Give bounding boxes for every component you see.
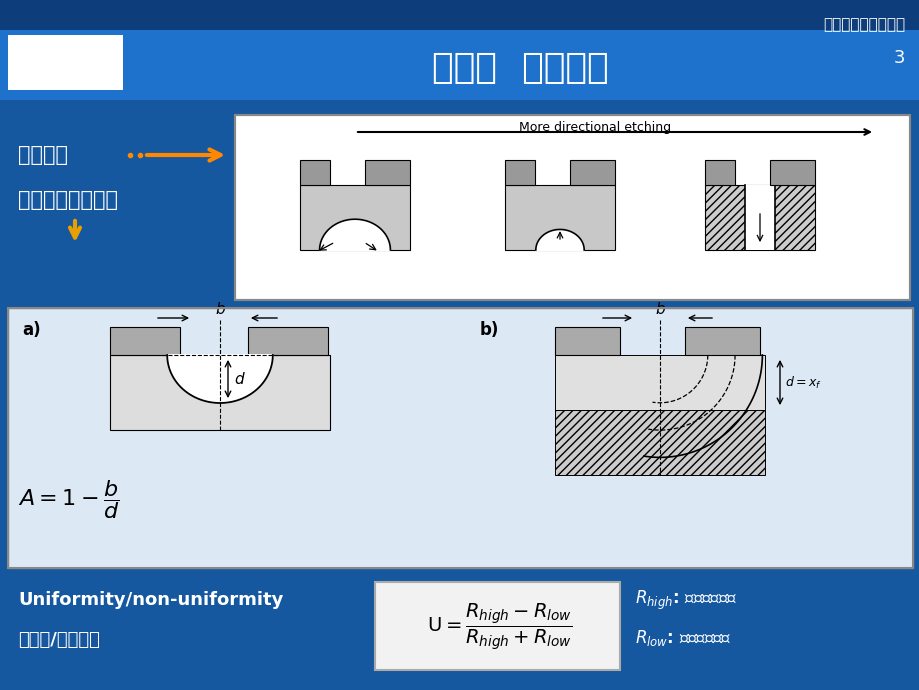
Bar	[300, 160, 330, 185]
Bar	[0, 0, 919, 30]
Bar	[685, 327, 759, 355]
Bar	[8, 35, 123, 90]
Text: $R_{high}$: 最大刻蚀速率: $R_{high}$: 最大刻蚀速率	[634, 589, 736, 611]
Text: 半导体制造工艺基础: 半导体制造工艺基础	[822, 17, 904, 32]
Bar	[554, 327, 619, 355]
Text: $A = 1 - \dfrac{b}{d}$: $A = 1 - \dfrac{b}{d}$	[18, 479, 119, 522]
Polygon shape	[319, 219, 390, 250]
Text: 过腐蚀（钻蚀）：: 过腐蚀（钻蚀）：	[18, 190, 118, 210]
Bar	[704, 160, 734, 185]
Bar	[554, 410, 765, 475]
Bar	[8, 308, 912, 568]
Text: b: b	[654, 302, 664, 317]
Polygon shape	[167, 355, 273, 403]
Bar	[234, 115, 909, 300]
Bar	[375, 582, 619, 670]
Text: b): b)	[480, 321, 499, 339]
Text: b: b	[215, 302, 224, 317]
Bar	[110, 355, 330, 430]
Bar	[110, 327, 180, 355]
Bar	[769, 160, 814, 185]
Bar	[300, 185, 410, 250]
Bar	[248, 327, 328, 355]
Bar	[365, 160, 410, 185]
Text: 第五章  刻蚀原理: 第五章 刻蚀原理	[431, 51, 607, 85]
Text: 方向性：: 方向性：	[18, 145, 68, 165]
Text: 3: 3	[892, 49, 904, 67]
Text: a): a)	[22, 321, 40, 339]
Polygon shape	[535, 230, 584, 250]
Bar	[554, 355, 765, 410]
Bar	[505, 185, 614, 250]
Text: 均匀性/非均匀性: 均匀性/非均匀性	[18, 631, 100, 649]
Text: $d = x_f$: $d = x_f$	[784, 375, 821, 391]
Bar	[505, 160, 535, 185]
Text: Uniformity/non-uniformity: Uniformity/non-uniformity	[18, 591, 283, 609]
Text: $\mathrm{U} = \dfrac{R_{high}-R_{low}}{R_{high}+R_{low}}$: $\mathrm{U} = \dfrac{R_{high}-R_{low}}{R…	[426, 602, 573, 652]
Bar	[0, 30, 919, 100]
Bar	[570, 160, 614, 185]
Text: More directional etching: More directional etching	[518, 121, 670, 135]
Text: d: d	[233, 371, 244, 386]
Bar	[234, 115, 909, 300]
Bar	[8, 308, 912, 568]
Bar	[743, 185, 775, 250]
Text: $R_{low}$: 最小刻蚀速率: $R_{low}$: 最小刻蚀速率	[634, 628, 731, 648]
Bar	[704, 185, 814, 250]
